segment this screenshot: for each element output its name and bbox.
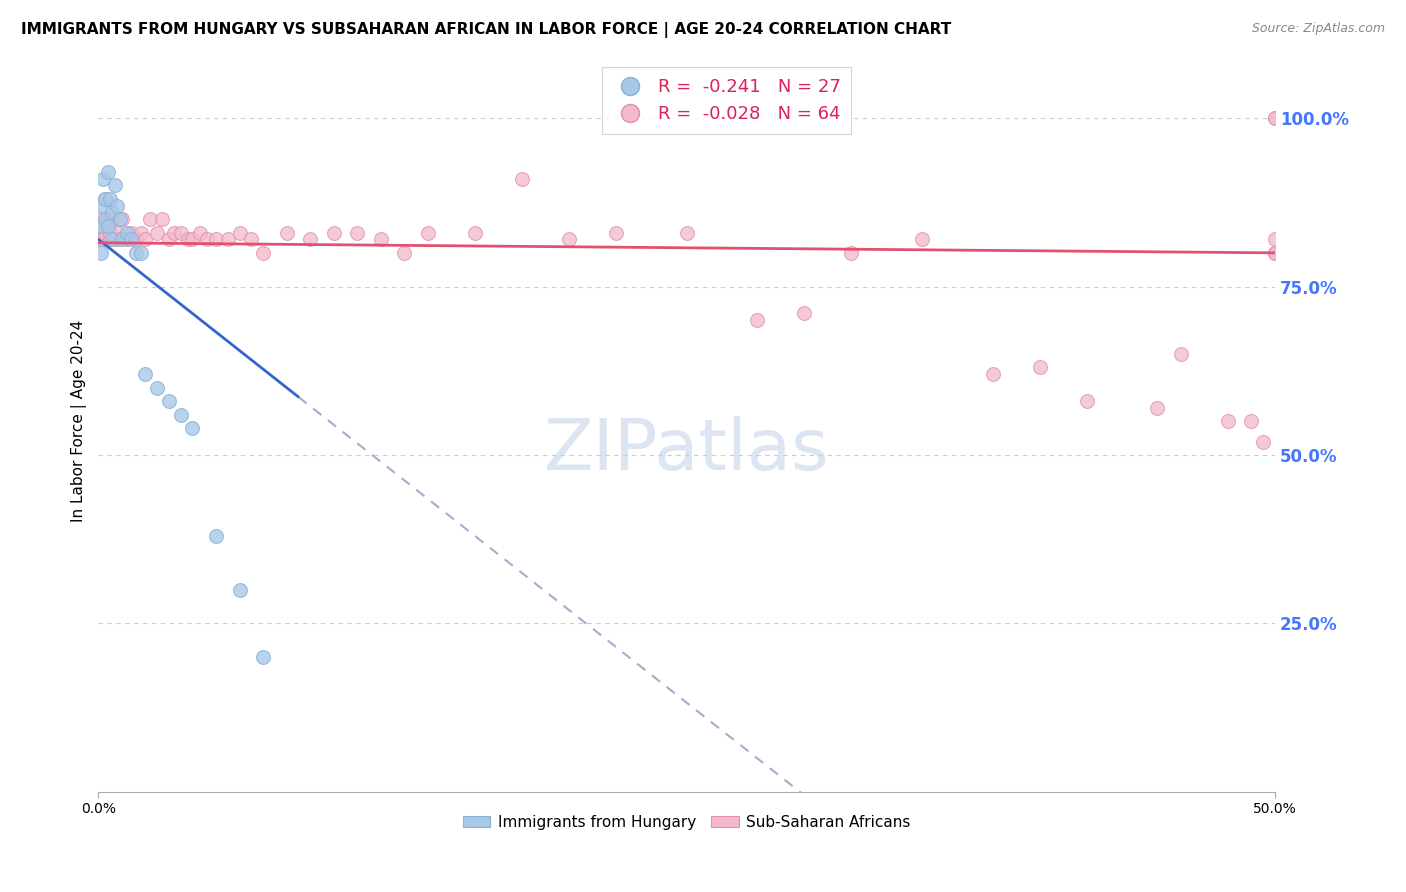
Legend: Immigrants from Hungary, Sub-Saharan Africans: Immigrants from Hungary, Sub-Saharan Afr… xyxy=(457,809,917,836)
Point xyxy=(98,232,121,246)
Point xyxy=(747,313,769,327)
Point xyxy=(94,192,117,206)
Point xyxy=(1028,360,1050,375)
Point xyxy=(1170,347,1192,361)
Point xyxy=(157,394,180,409)
Point xyxy=(94,212,117,227)
Point xyxy=(157,232,180,246)
Point xyxy=(188,226,211,240)
Point xyxy=(90,245,112,260)
Point xyxy=(104,232,127,246)
Point xyxy=(150,212,173,227)
Point xyxy=(120,226,142,240)
Point xyxy=(1240,414,1263,428)
Point xyxy=(217,232,239,246)
Point xyxy=(240,232,263,246)
Point xyxy=(91,219,114,233)
Point xyxy=(276,226,298,240)
Point xyxy=(252,650,274,665)
Point xyxy=(177,232,200,246)
Point xyxy=(1264,111,1286,125)
Point xyxy=(981,367,1004,381)
Point xyxy=(146,381,169,395)
Point xyxy=(228,582,250,597)
Point xyxy=(129,245,152,260)
Point xyxy=(252,245,274,260)
Point xyxy=(94,192,117,206)
Point xyxy=(1076,394,1098,409)
Point xyxy=(97,219,120,233)
Point xyxy=(322,226,344,240)
Point xyxy=(125,232,148,246)
Text: ZIPatlas: ZIPatlas xyxy=(544,417,830,485)
Point xyxy=(111,232,134,246)
Point xyxy=(101,205,124,219)
Point xyxy=(97,165,120,179)
Point xyxy=(205,529,228,543)
Point xyxy=(1264,232,1286,246)
Point xyxy=(605,226,627,240)
Point xyxy=(163,226,186,240)
Point xyxy=(370,232,392,246)
Point xyxy=(101,212,124,227)
Point xyxy=(464,226,486,240)
Point xyxy=(1264,245,1286,260)
Point xyxy=(170,226,193,240)
Point xyxy=(299,232,322,246)
Point xyxy=(90,212,112,227)
Point xyxy=(675,226,697,240)
Point xyxy=(120,232,142,246)
Point xyxy=(90,232,112,246)
Point xyxy=(195,232,218,246)
Point xyxy=(94,226,117,240)
Point xyxy=(134,232,156,246)
Point xyxy=(1146,401,1168,415)
Point xyxy=(1251,434,1274,449)
Point xyxy=(181,421,204,435)
Point xyxy=(134,367,156,381)
Point xyxy=(394,245,416,260)
Point xyxy=(170,408,193,422)
Point xyxy=(115,232,138,246)
Point xyxy=(129,226,152,240)
Point xyxy=(90,219,112,233)
Point xyxy=(558,232,581,246)
Point xyxy=(98,192,121,206)
Point xyxy=(1264,245,1286,260)
Point xyxy=(101,232,124,246)
Point xyxy=(91,171,114,186)
Point xyxy=(108,232,131,246)
Point xyxy=(125,245,148,260)
Text: Source: ZipAtlas.com: Source: ZipAtlas.com xyxy=(1251,22,1385,36)
Point xyxy=(97,212,120,227)
Point xyxy=(1216,414,1239,428)
Point xyxy=(911,232,934,246)
Point xyxy=(139,212,162,227)
Point xyxy=(91,199,114,213)
Point xyxy=(510,171,533,186)
Point xyxy=(105,199,128,213)
Point xyxy=(205,232,228,246)
Point xyxy=(1264,245,1286,260)
Point xyxy=(346,226,368,240)
Point xyxy=(104,178,127,193)
Point xyxy=(146,226,169,240)
Point xyxy=(1264,111,1286,125)
Point xyxy=(98,226,121,240)
Point xyxy=(111,212,134,227)
Point xyxy=(105,226,128,240)
Point xyxy=(91,232,114,246)
Point xyxy=(108,212,131,227)
Point xyxy=(181,232,204,246)
Point xyxy=(841,245,863,260)
Text: IMMIGRANTS FROM HUNGARY VS SUBSAHARAN AFRICAN IN LABOR FORCE | AGE 20-24 CORRELA: IMMIGRANTS FROM HUNGARY VS SUBSAHARAN AF… xyxy=(21,22,952,38)
Point xyxy=(228,226,250,240)
Point xyxy=(115,226,138,240)
Y-axis label: In Labor Force | Age 20-24: In Labor Force | Age 20-24 xyxy=(72,320,87,523)
Point xyxy=(416,226,439,240)
Point xyxy=(793,306,815,320)
